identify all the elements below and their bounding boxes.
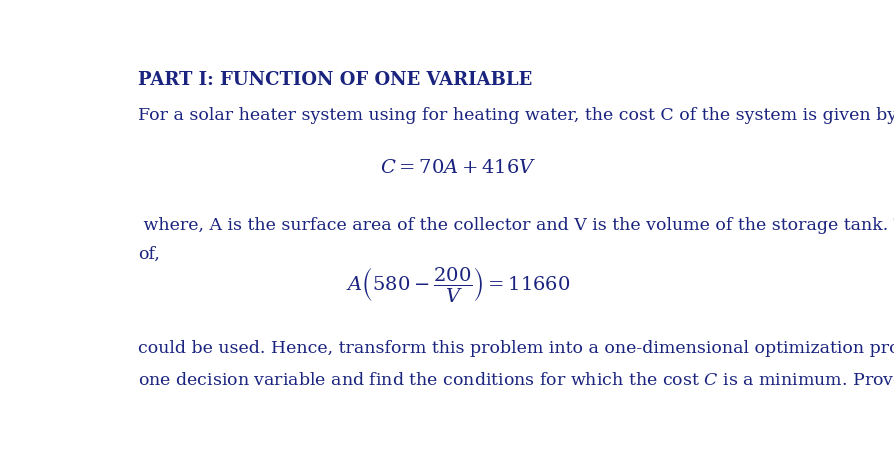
Text: PART I: FUNCTION OF ONE VARIABLE: PART I: FUNCTION OF ONE VARIABLE	[138, 72, 532, 90]
Text: where, A is the surface area of the collector and V is the volume of the storage: where, A is the surface area of the coll…	[138, 217, 894, 234]
Text: could be used. Hence, transform this problem into a one-dimensional optimization: could be used. Hence, transform this pro…	[138, 340, 894, 357]
Text: one decision variable and find the conditions for which the cost $C$ is a minimu: one decision variable and find the condi…	[138, 370, 894, 391]
Text: $C = 70A + 416V$: $C = 70A + 416V$	[380, 158, 536, 177]
Text: $A\left(580 - \dfrac{200}{V}\right) = 11660$: $A\left(580 - \dfrac{200}{V}\right) = 11…	[346, 265, 570, 304]
Text: of,: of,	[138, 246, 160, 263]
Text: For a solar heater system using for heating water, the cost C of the system is g: For a solar heater system using for heat…	[138, 107, 894, 124]
